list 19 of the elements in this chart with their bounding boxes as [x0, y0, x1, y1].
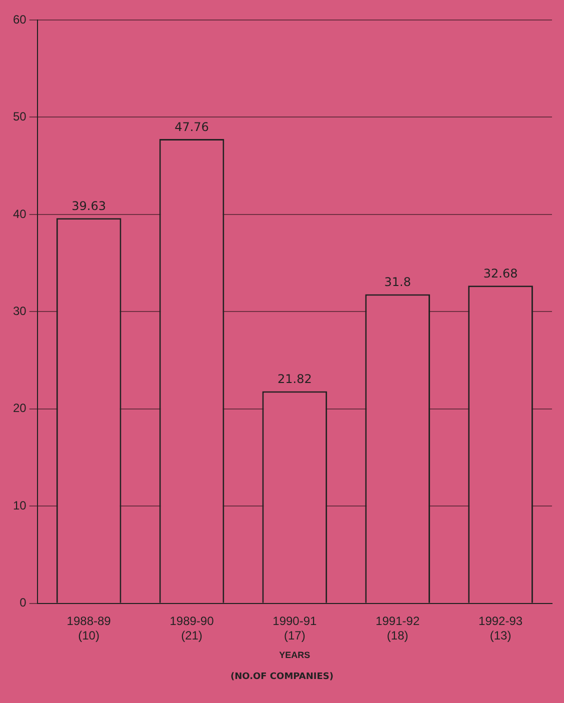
x-tick-label: 1988-89 (10)	[66, 614, 112, 642]
data-label: 47.76	[174, 120, 209, 134]
y-tick-label: 20	[12, 401, 27, 416]
x-tick-label: 1991-92 (18)	[376, 614, 420, 642]
y-tick-label: 50	[12, 110, 27, 124]
y-tick-label: 0	[20, 596, 27, 610]
data-label: 21.82	[277, 372, 312, 386]
x-tick-label: 1990-91 (17)	[272, 614, 318, 642]
y-tick-label: 40	[12, 206, 27, 221]
x-tick-label: 1989-90 (21)	[170, 614, 214, 642]
x-tick-label: 1992-93 (13)	[478, 614, 523, 642]
y-tick-label: 30	[12, 304, 27, 318]
x-axis-title: YEARS	[279, 650, 310, 660]
y-tick-label: 10	[12, 498, 27, 512]
data-label: 32.68	[483, 266, 518, 281]
text: (NO.OF COMPANIES)	[229, 672, 335, 682]
data-label: 39.63	[72, 199, 106, 214]
data-label: 31.8	[384, 275, 411, 290]
y-tick-label: 60	[12, 12, 27, 26]
